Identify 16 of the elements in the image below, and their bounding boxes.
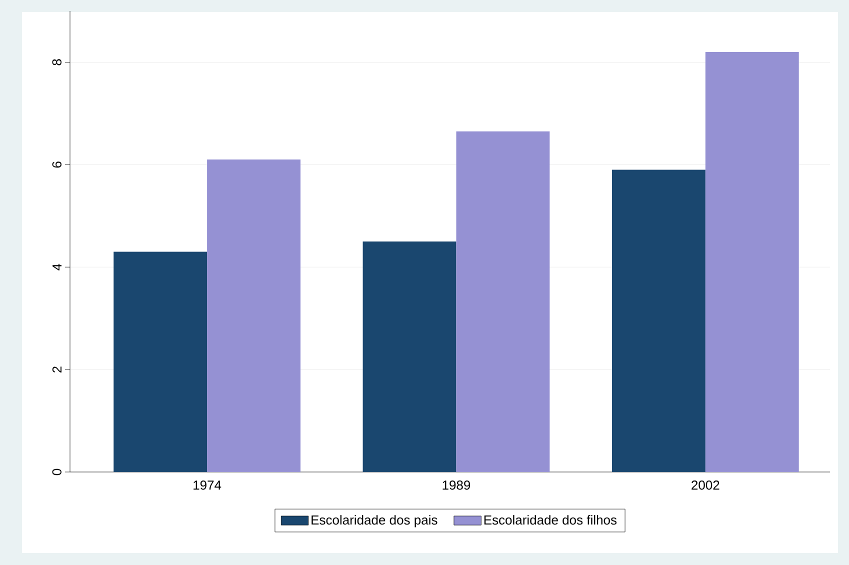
legend-label: Escolaridade dos pais [312,515,438,528]
y-tick-label: 2 [52,366,62,373]
bar [612,170,706,472]
bar [207,160,300,472]
y-tick-label: 6 [52,162,62,168]
bar [705,52,799,472]
x-tick-label: 2002 [692,480,720,490]
bar [362,242,456,472]
x-tick-label: 1989 [442,480,470,490]
bar [114,252,208,472]
x-tick-label: 1974 [194,480,222,490]
legend-label: Escolaridade dos filhos [484,515,617,525]
y-tick-label: 0 [52,468,62,476]
y-tick-label: 8 [52,59,62,66]
bar [456,131,550,472]
y-tick-label: 4 [52,264,62,270]
